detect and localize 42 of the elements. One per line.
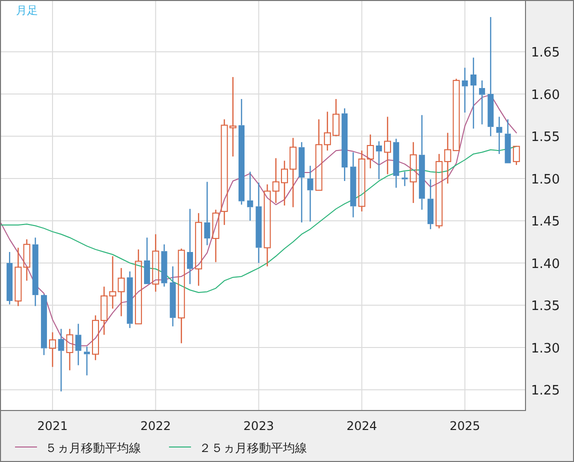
y-tick-label: 1.25 <box>531 384 560 399</box>
candlestick <box>298 142 305 223</box>
y-tick-label: 1.40 <box>531 256 560 272</box>
y-tick-label: 1.60 <box>531 88 560 103</box>
candlestick <box>58 328 64 392</box>
y-tick-label: 1.50 <box>531 172 560 188</box>
legend-label: ５ヵ月移動平均線 <box>45 441 141 455</box>
candlestick <box>66 328 74 371</box>
legend-label: ２５ヵ月移動平均線 <box>199 441 307 455</box>
candlestick <box>247 171 254 222</box>
candlestick <box>75 323 82 366</box>
candlestick <box>195 212 202 286</box>
candlestick <box>470 57 476 130</box>
candlestick <box>186 208 193 285</box>
candlestick <box>118 267 125 317</box>
candlestick <box>384 116 392 175</box>
candlestick <box>488 16 494 137</box>
x-tick-label: 2025 <box>450 419 480 433</box>
candlestick <box>307 165 314 222</box>
candlestick <box>161 244 168 288</box>
chart-title: 月足 <box>16 4 38 17</box>
candlestick <box>402 171 408 187</box>
y-tick-label: 1.55 <box>531 130 560 146</box>
candlestick <box>204 181 210 246</box>
candlestick <box>256 182 262 264</box>
candlestick <box>462 67 468 114</box>
candlestick <box>23 238 30 282</box>
candlestick <box>410 142 417 204</box>
candlestick <box>14 247 22 307</box>
x-tick-label: 2023 <box>243 419 274 433</box>
y-tick-label: 1.65 <box>531 46 560 61</box>
x-tick-label: 2024 <box>346 419 378 433</box>
y-tick-label: 1.45 <box>531 214 560 230</box>
candlestick <box>170 266 176 327</box>
candlestick <box>212 209 220 263</box>
candlestick <box>496 116 502 155</box>
x-tick-label: 2022 <box>140 419 171 433</box>
y-tick-label: 1.35 <box>531 299 560 314</box>
candlestick <box>418 114 425 210</box>
candlestick <box>350 152 356 218</box>
x-tick-label: 2021 <box>37 419 68 433</box>
y-tick-label: 1.30 <box>531 341 560 356</box>
